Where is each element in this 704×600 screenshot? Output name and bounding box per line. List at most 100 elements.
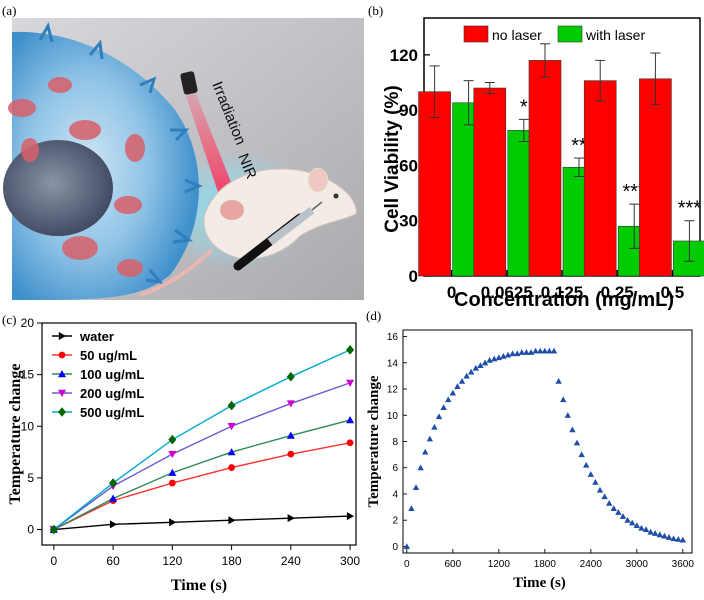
data-point: [454, 383, 461, 389]
series-line: [53, 382, 351, 531]
data-point: [596, 486, 604, 493]
data-point: [286, 371, 295, 382]
data-point: [449, 389, 457, 396]
legend-marker: [58, 389, 66, 397]
y-tick-label: 30: [399, 212, 418, 231]
bar: [639, 78, 672, 277]
x-tick-label: 120: [162, 554, 182, 568]
panel-label-a: (a): [2, 3, 16, 18]
data-point: [587, 471, 595, 477]
data-point: [168, 479, 176, 487]
data-point: [435, 413, 443, 420]
y-tick-label: 10: [21, 419, 35, 433]
data-point: [49, 524, 58, 535]
data-point: [610, 505, 618, 511]
data-point: [412, 484, 420, 490]
data-point: [560, 396, 567, 403]
data-point: [458, 377, 466, 384]
x-tick-label: 0: [404, 559, 410, 570]
data-point: [463, 372, 470, 379]
x-tick-label: 0.0625: [481, 283, 533, 302]
data-point: [417, 464, 424, 471]
data-point: [422, 448, 429, 455]
x-tick-label: 2400: [580, 559, 603, 570]
legend-label: with laser: [585, 27, 645, 43]
data-point: [606, 499, 613, 506]
data-point: [624, 517, 631, 523]
x-tick-label: 1200: [488, 559, 511, 570]
cell-nucleus: [3, 140, 113, 236]
y-tick-label: 14: [387, 358, 399, 369]
data-point: [601, 493, 608, 500]
series-line: [53, 349, 351, 531]
y-tick-label: 4: [392, 489, 398, 500]
data-point: [647, 528, 654, 535]
data-point: [486, 356, 493, 363]
data-point: [346, 439, 354, 447]
y-axis-label: Cell Viability (%): [382, 85, 403, 232]
cancer-cell-illustration: [3, 22, 203, 301]
data-point: [652, 530, 659, 536]
legend-marker: [58, 370, 66, 378]
laser-source: [180, 71, 238, 204]
x-tick-label: 3000: [626, 559, 649, 570]
data-point: [638, 524, 645, 531]
data-point: [445, 396, 452, 403]
data-point: [472, 364, 480, 371]
data-point: [592, 478, 599, 485]
panel-label-b: (b): [368, 3, 383, 18]
x-tick-label: 180: [222, 554, 242, 568]
y-tick-label: 16: [387, 332, 399, 343]
significance-label: ***: [678, 198, 702, 220]
series-line: [53, 419, 351, 531]
y-tick-label: 5: [27, 471, 34, 485]
data-point: [227, 448, 236, 456]
legend-label: 500 ug/mL: [80, 405, 144, 420]
data-point: [109, 494, 118, 502]
legend-swatch: [557, 25, 583, 43]
data-point: [569, 426, 576, 433]
data-point: [109, 478, 118, 488]
y-tick-label: 0: [392, 542, 398, 553]
syringe: [233, 201, 323, 271]
data-point: [564, 412, 572, 418]
heating-cooling-scatter-chart: 0 2 4 6 8 10 12 14 16 0 600 1200 1800 2400 3000 3600 Tem…: [366, 329, 694, 591]
data-point: [477, 362, 484, 368]
data-point: [583, 461, 590, 468]
x-tick-label: 1800: [534, 559, 557, 570]
legend-label: 200 ug/mL: [80, 386, 144, 401]
data-point: [408, 505, 415, 511]
tumor-site: [220, 200, 244, 220]
y-axis-label: Temperature change: [7, 364, 24, 505]
data-point: [440, 404, 447, 410]
data-point: [228, 464, 235, 471]
legend-label: 50 ug/mL: [80, 348, 137, 363]
data-point: [168, 468, 177, 476]
y-tick-label: 60: [399, 156, 418, 175]
data-point: [550, 347, 558, 354]
significance-label: *: [520, 96, 528, 118]
data-point: [481, 359, 489, 366]
data-point: [619, 513, 627, 519]
x-tick-label: 0.125: [541, 283, 584, 302]
y-tick-label: 0: [27, 523, 34, 537]
legend-label: water: [79, 329, 114, 344]
data-point: [168, 434, 177, 445]
data-point: [509, 350, 516, 357]
panel-label-d: (d): [366, 308, 381, 323]
significance-label: **: [571, 135, 587, 157]
data-point: [665, 534, 673, 540]
legend-label: 100 ug/mL: [80, 367, 144, 382]
data-point: [578, 451, 585, 458]
bar: [583, 80, 617, 277]
series-line: [53, 442, 351, 531]
x-tick-label: 60: [106, 554, 120, 568]
data-point: [426, 435, 434, 442]
x-axis-label: Time (s): [171, 577, 227, 594]
data-point: [679, 536, 687, 543]
bar: [528, 60, 562, 277]
y-tick-label: 15: [21, 368, 35, 382]
x-tick-label: 600: [444, 559, 461, 570]
